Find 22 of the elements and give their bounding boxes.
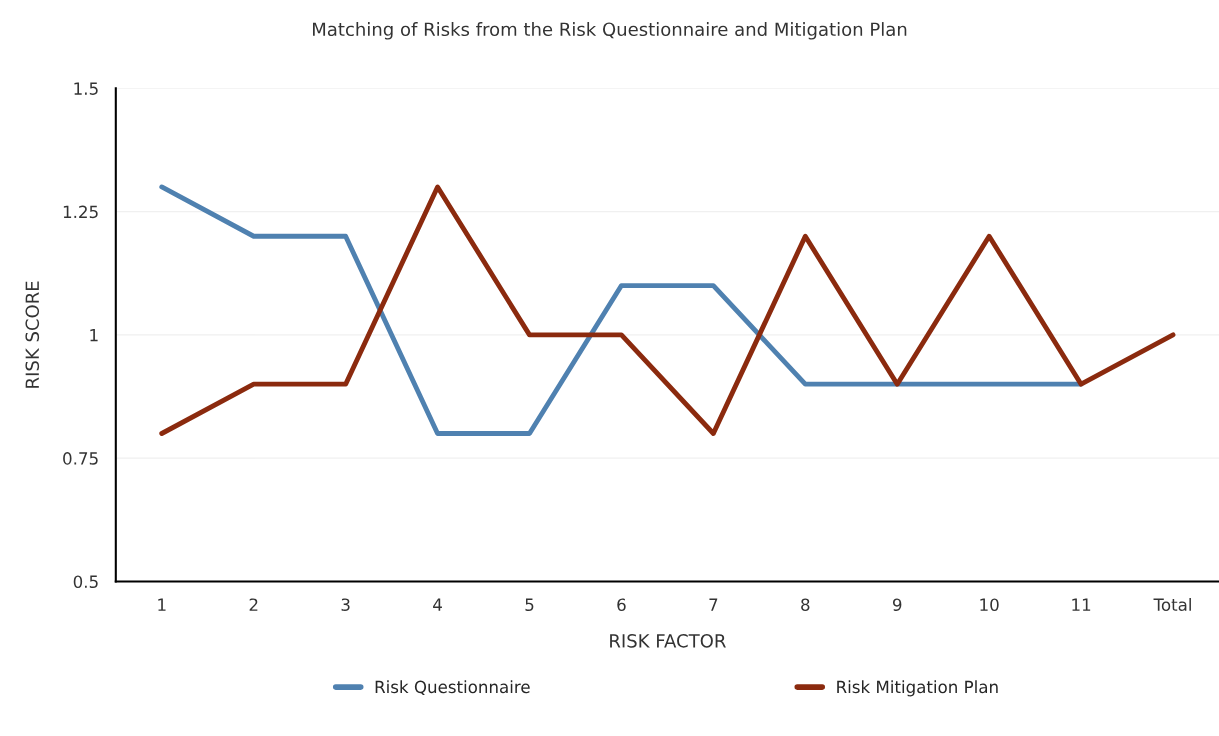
legend-label: Risk Questionnaire (375, 680, 530, 696)
y-tick-label: 1.5 (74, 82, 98, 95)
y-tick-label: 1.25 (63, 205, 98, 219)
x-tick-label: Total (1153, 598, 1191, 612)
x-tick-label: 4 (433, 598, 442, 611)
y-tick-label: 1 (90, 329, 98, 342)
y-axis-title: RISK SCORE (25, 281, 40, 388)
x-tick-label: 7 (709, 598, 718, 611)
x-tick-label: 3 (341, 598, 350, 612)
x-tick-label: 1 (158, 598, 166, 611)
legend-label: Risk Mitigation Plan (837, 680, 998, 697)
chart-title: Matching of Risks from the Risk Questionnaire and Mitigation Plan (313, 22, 907, 40)
x-tick-label: 9 (892, 598, 902, 612)
y-tick-label: 0.75 (63, 452, 98, 465)
x-tick-label: 5 (525, 598, 534, 612)
x-tick-label: 2 (249, 598, 258, 611)
x-tick-label: 6 (617, 598, 626, 612)
x-tick-label: 8 (801, 598, 810, 612)
x-tick-label: 10 (980, 598, 999, 612)
y-tick-label: 0.5 (73, 575, 98, 589)
x-axis-title: RISK FACTOR (610, 634, 726, 648)
x-tick-label: 11 (1072, 598, 1091, 611)
